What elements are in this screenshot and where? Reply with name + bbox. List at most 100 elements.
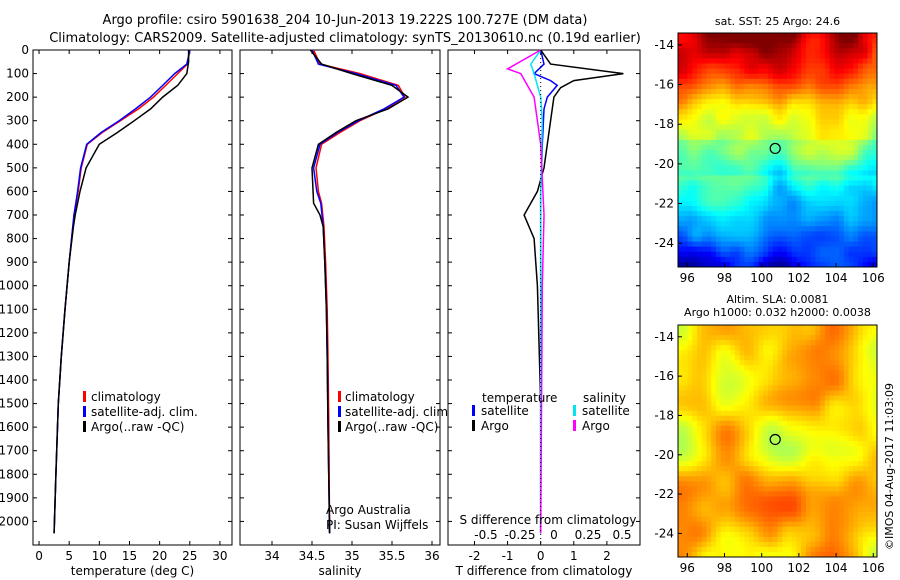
sst-map-cell: [805, 104, 812, 110]
sst-map-cell: [829, 53, 835, 59]
sla-map-cell: [706, 420, 712, 427]
sst-map-ytick-label: -16: [654, 78, 674, 92]
sla-map-cell: [687, 486, 693, 492]
sst-map-cell: [758, 185, 764, 192]
sla-map-cell: [720, 526, 726, 533]
sst-map-cell: [758, 150, 764, 156]
sla-map-cell: [692, 521, 698, 528]
sla-map-cell: [692, 541, 698, 548]
sla-map-cell: [715, 330, 722, 336]
sla-map-cell: [872, 330, 878, 336]
sst-map-cell: [730, 88, 736, 95]
sst-map-cell: [862, 231, 868, 237]
sst-map-cell: [796, 48, 802, 54]
sla-map-cell: [739, 501, 745, 507]
sst-map-cell: [739, 78, 745, 85]
sst-map-cell: [815, 175, 821, 181]
sla-map-cell: [753, 471, 759, 477]
sla-map-cell: [711, 375, 717, 381]
sst-map-cell: [744, 129, 750, 136]
sla-map-cell: [820, 430, 826, 437]
sla-map-cell: [678, 370, 684, 376]
sst-map-cell: [725, 48, 731, 54]
sla-map-cell: [696, 481, 703, 487]
sst-map-cell: [839, 185, 845, 192]
salinity-profile-xtick-label: 34.5: [299, 549, 326, 563]
sla-map-cell: [692, 516, 698, 523]
sla-map-cell: [682, 516, 688, 523]
sla-map-cell: [730, 476, 736, 482]
sst-map-cell: [711, 226, 717, 232]
sst-map-cell: [786, 216, 793, 222]
sla-map-cell: [678, 380, 684, 386]
sst-map-cell: [734, 241, 740, 248]
sst-map-cell: [777, 200, 783, 207]
sla-map-cell: [853, 466, 859, 472]
sst-map-cell: [739, 180, 745, 187]
sst-map-cell: [782, 261, 788, 268]
sst-map-cell: [701, 83, 707, 90]
sla-map-cell: [730, 325, 736, 331]
sst-map-cell: [820, 200, 826, 207]
sst-map-cell: [801, 134, 807, 141]
sla-map-cell: [772, 390, 778, 397]
sla-map-cell: [862, 506, 868, 513]
sla-map-cell: [730, 345, 736, 351]
sla-map-cell: [786, 441, 793, 447]
sst-map-cell: [872, 63, 878, 70]
sla-map-cell: [820, 481, 826, 487]
sst-map-cell: [715, 48, 722, 54]
sst-map-cell: [834, 256, 840, 263]
sla-map-cell: [749, 390, 755, 397]
sst-map-cell: [734, 195, 740, 202]
sla-map-cell: [706, 526, 712, 533]
sla-map-cell: [786, 405, 793, 412]
sst-map-cell: [843, 144, 849, 151]
sst-map-cell: [839, 150, 845, 156]
sst-map-cell: [853, 241, 859, 248]
sst-map-cell: [725, 139, 731, 146]
sst-map-cell: [711, 124, 717, 131]
sla-map-cell: [772, 340, 778, 346]
sst-map-cell: [872, 109, 878, 115]
sla-map-cell: [744, 491, 750, 497]
sla-map-cell: [744, 501, 750, 507]
sla-map-cell: [763, 471, 769, 477]
sst-map-cell: [744, 226, 750, 232]
sla-map-cell: [872, 531, 878, 538]
sst-map-cell: [777, 78, 783, 85]
sla-map-cell: [810, 380, 816, 386]
sla-map-cell: [720, 360, 726, 366]
sst-map-cell: [701, 241, 707, 248]
sla-map-cell: [782, 536, 788, 543]
sst-map-cell: [753, 180, 759, 187]
sst-map-cell: [687, 190, 693, 197]
sla-map-cell: [734, 526, 740, 533]
temperature-profile-ytick-label: 100: [6, 67, 29, 81]
sst-map-cell: [853, 58, 859, 64]
sla-map-cell: [725, 476, 731, 482]
sla-map-cell: [843, 461, 849, 467]
sst-map-cell: [701, 139, 707, 146]
sla-map-cell: [815, 491, 821, 497]
sst-map-cell: [687, 144, 693, 151]
sst-map-cell: [829, 165, 835, 171]
sla-map-cell: [682, 345, 688, 351]
sla-map-cell: [758, 526, 764, 533]
sst-map-cell: [834, 246, 840, 253]
sst-map-cell: [701, 134, 707, 141]
sst-map-cell: [834, 195, 840, 202]
sst-map-cell: [786, 139, 793, 146]
sst-map-cell: [829, 231, 835, 237]
sst-map-cell: [706, 119, 712, 125]
sst-map-cell: [753, 221, 759, 227]
sla-map-cell: [763, 541, 769, 548]
sst-map-cell: [772, 190, 778, 197]
sla-map-cell: [696, 355, 703, 361]
sst-map-cell: [824, 99, 831, 105]
sst-map-cell: [730, 134, 736, 141]
sla-map-cell: [872, 325, 878, 331]
sla-map-cell: [725, 516, 731, 523]
sla-map-cell: [678, 456, 684, 462]
sla-map-cell: [753, 355, 759, 361]
